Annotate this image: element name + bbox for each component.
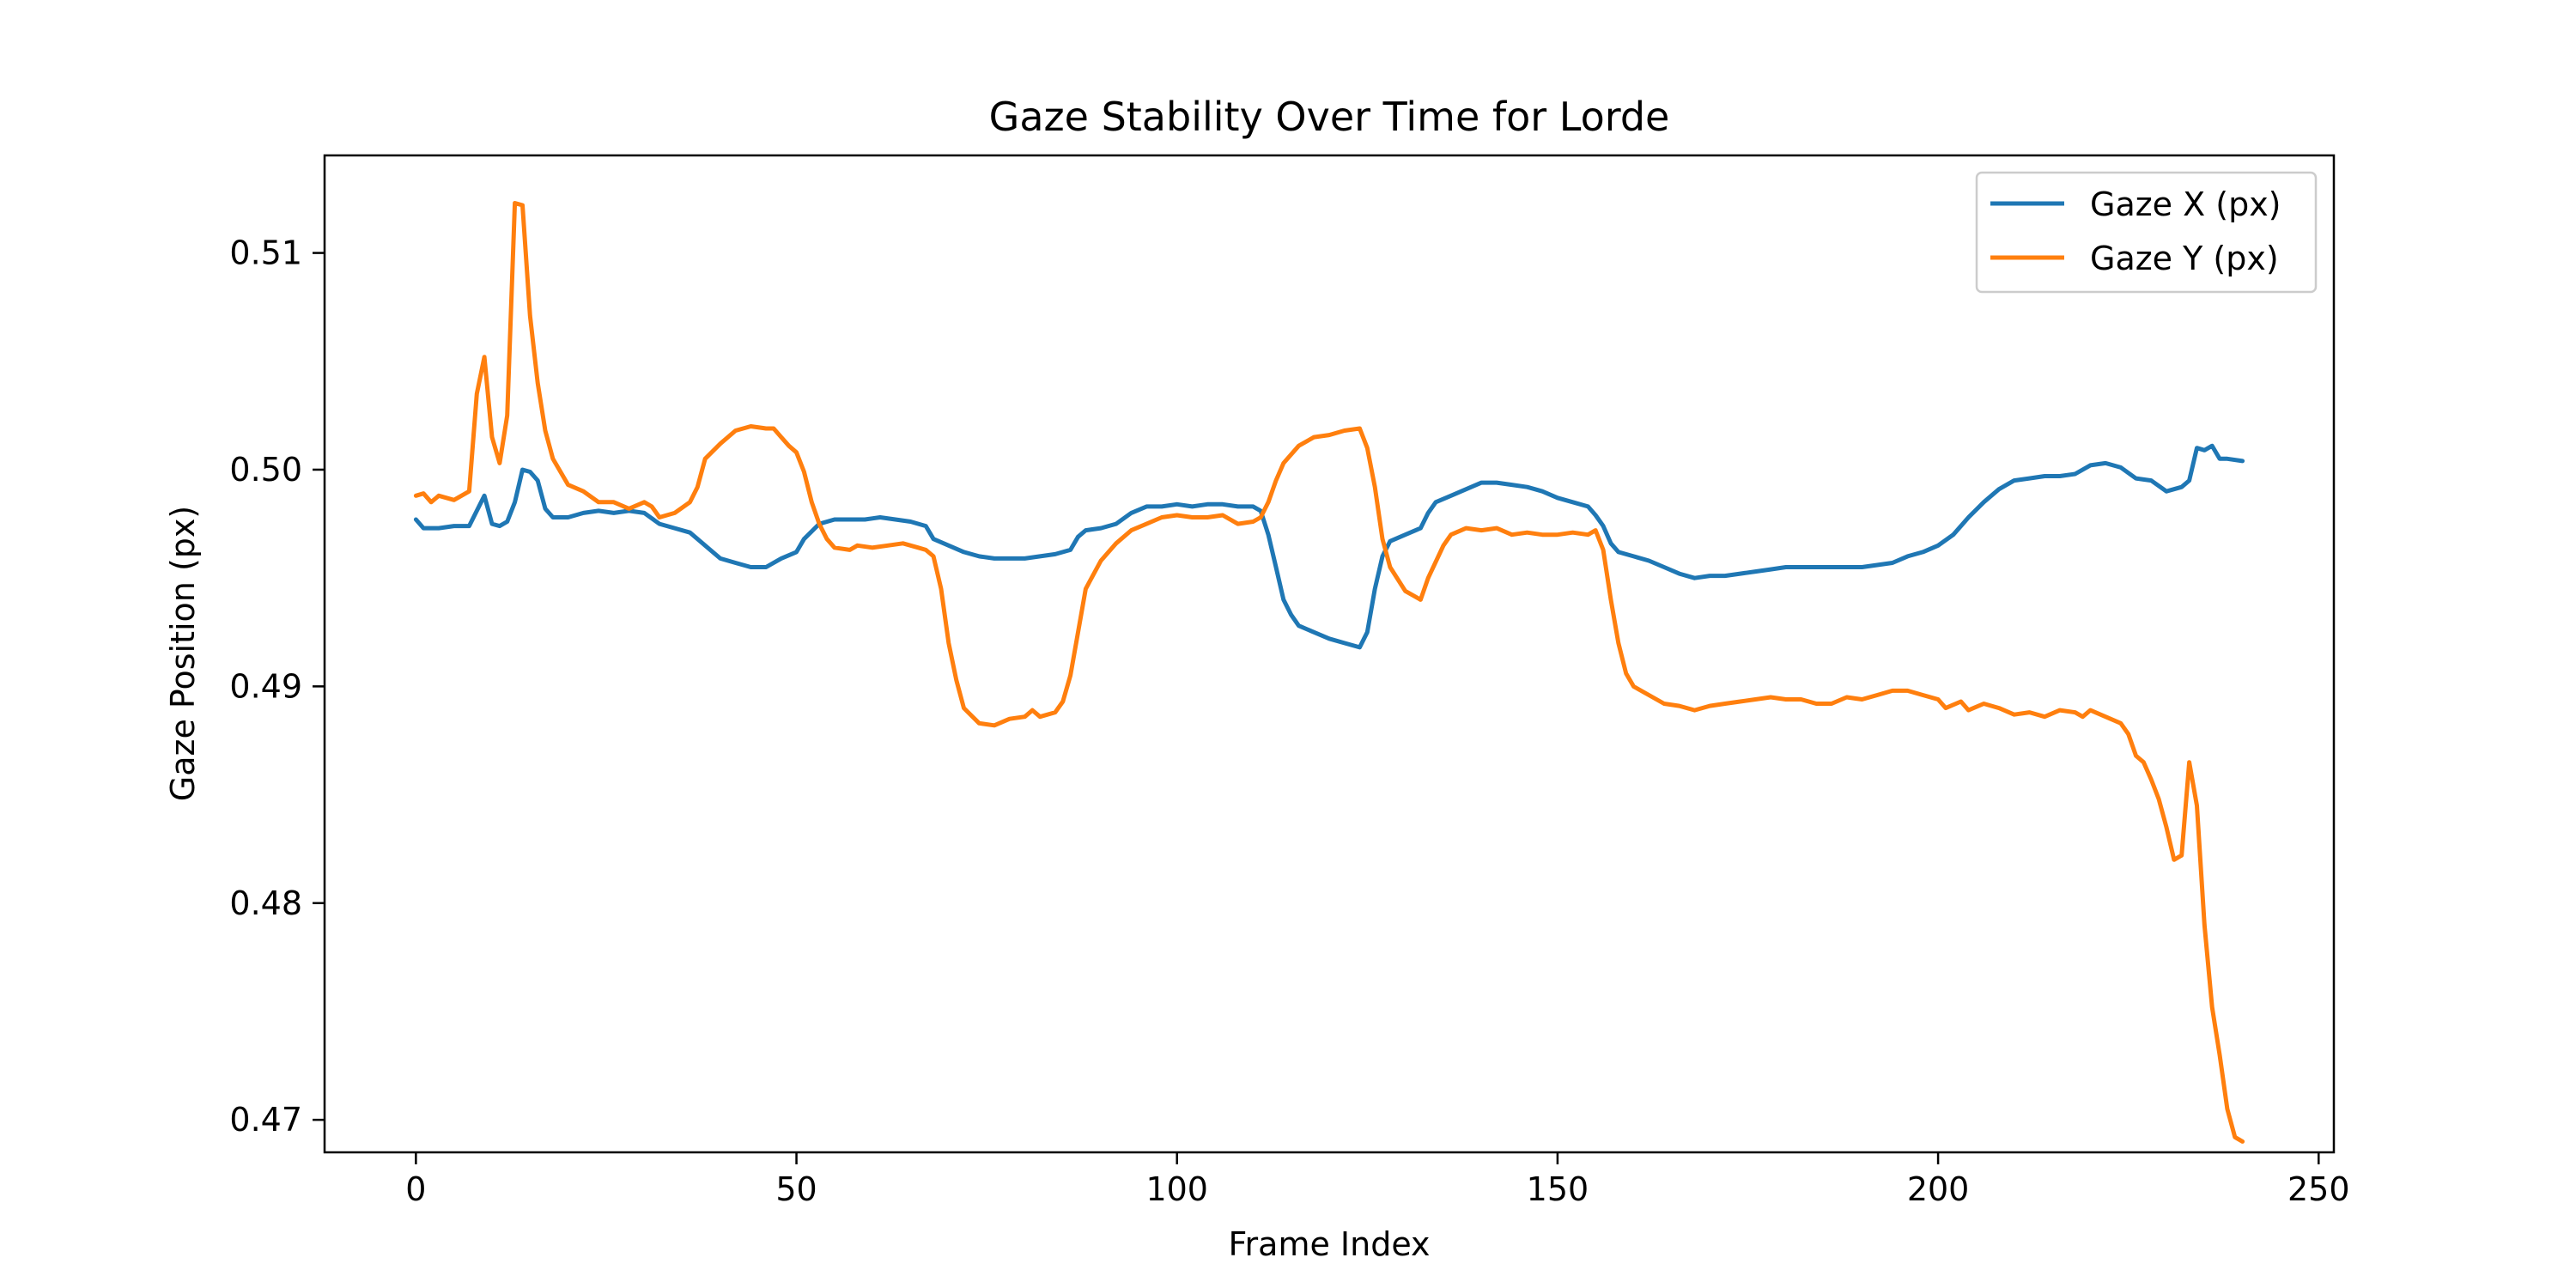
x-tick-label: 150 (1527, 1170, 1589, 1208)
series-line-gaze-y-px (413, 201, 2245, 1144)
x-axis: 0 50 100 150 200 250 (405, 1152, 2350, 1208)
y-tick-label: 0.48 (229, 884, 302, 922)
plot-frame (323, 154, 2336, 1154)
x-tick-label: 250 (2287, 1170, 2350, 1208)
series-layer (413, 201, 2245, 1144)
y-tick-label: 0.51 (229, 234, 302, 272)
legend-label-gaze-x: Gaze X (px) (2090, 185, 2281, 223)
y-axis: 0.47 0.48 0.49 0.50 0.51 (229, 234, 325, 1139)
legend-label-gaze-y: Gaze Y (px) (2090, 240, 2279, 277)
y-axis-title: Gaze Position (px) (164, 506, 202, 801)
legend: Gaze X (px) Gaze Y (px) (1975, 171, 2318, 294)
y-tick-label: 0.47 (229, 1101, 302, 1139)
x-tick-label: 100 (1145, 1170, 1208, 1208)
chart-title: Gaze Stability Over Time for Lorde (989, 94, 1670, 140)
y-tick-label: 0.50 (229, 451, 302, 489)
x-tick-label: 0 (405, 1170, 426, 1208)
x-tick-label: 50 (775, 1170, 817, 1208)
y-tick-label: 0.49 (229, 667, 302, 705)
x-tick-label: 200 (1907, 1170, 1970, 1208)
x-axis-title: Frame Index (1228, 1225, 1430, 1263)
series-line-gaze-x-px (413, 443, 2245, 650)
